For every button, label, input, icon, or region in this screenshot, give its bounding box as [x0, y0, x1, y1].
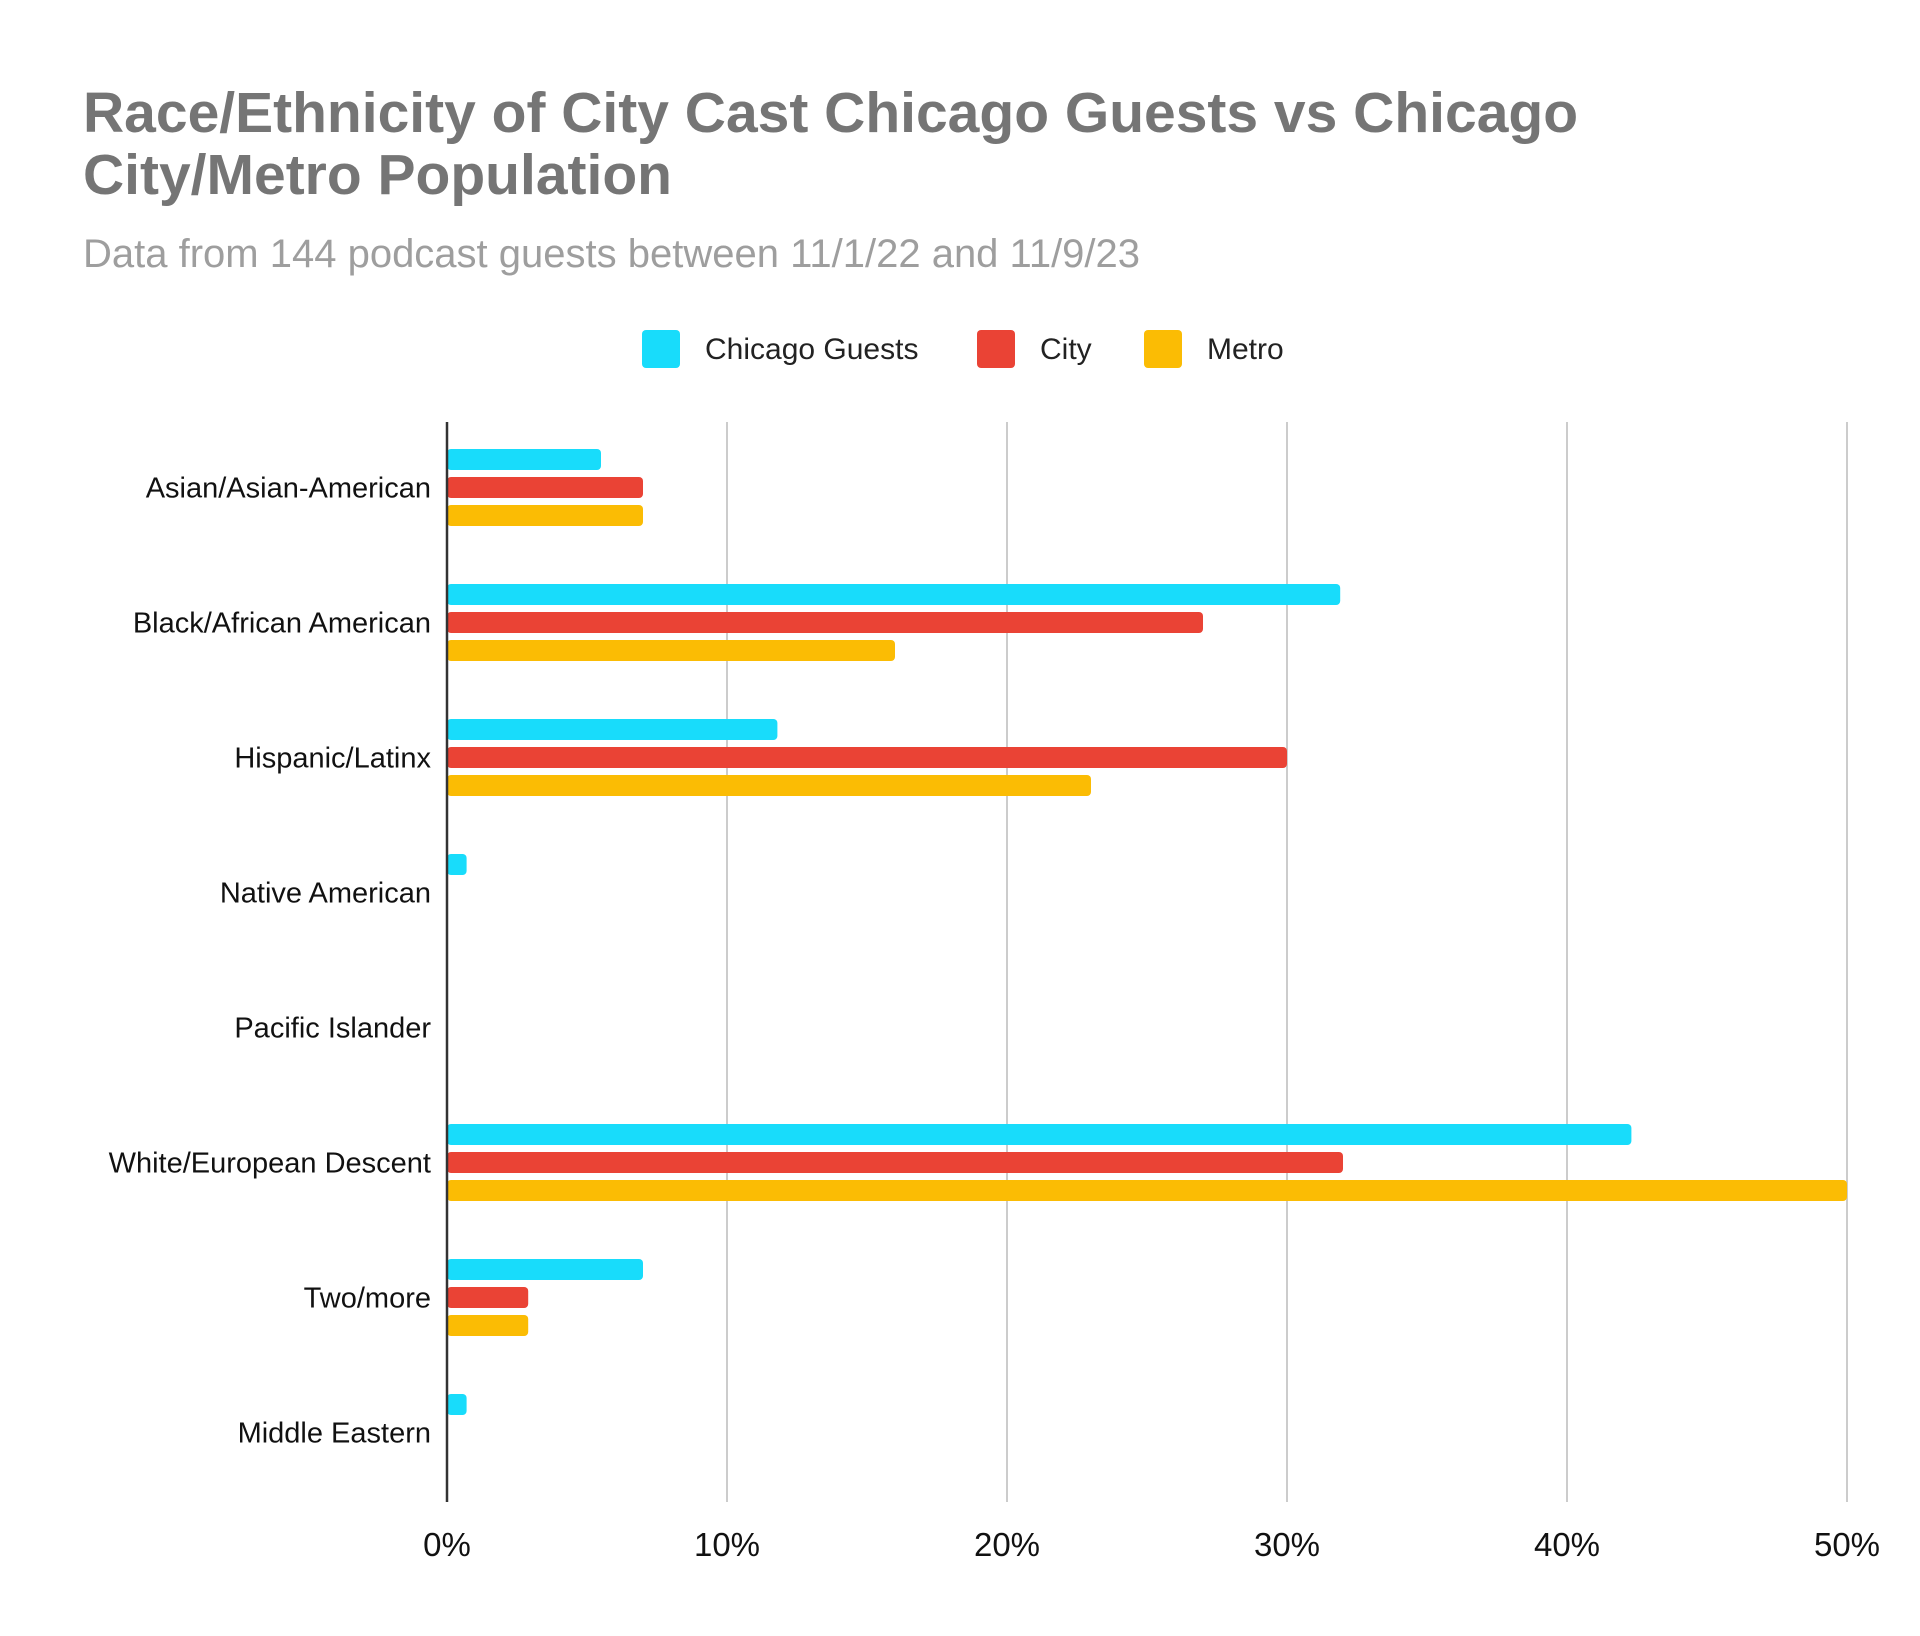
- legend-label: Chicago Guests: [705, 333, 918, 366]
- bar-metro: [447, 1180, 1847, 1201]
- bar-chicago-guests: [447, 719, 778, 740]
- bar-city: [447, 1152, 1343, 1173]
- category-label: Middle Eastern: [238, 1418, 431, 1450]
- bar-city: [447, 477, 643, 498]
- legend-swatch: [977, 330, 1015, 368]
- bar-chicago-guests: [447, 1394, 467, 1415]
- x-tick-label: 30%: [1254, 1526, 1320, 1563]
- legend-swatch: [1144, 330, 1182, 368]
- bar-metro: [447, 1315, 529, 1336]
- category-label: Two/more: [304, 1283, 431, 1315]
- chart-title-line-1: Race/Ethnicity of City Cast Chicago Gues…: [83, 81, 1578, 145]
- bars: [445, 422, 1847, 1502]
- bar-chicago-guests: [447, 1124, 1632, 1145]
- chart-subtitle: Data from 144 podcast guests between 11/…: [83, 232, 1140, 276]
- legend-swatch: [642, 330, 680, 368]
- bar-metro: [447, 775, 1091, 796]
- legend-label: Metro: [1207, 333, 1284, 366]
- bar-metro: [447, 505, 643, 526]
- x-tick-labels: 0% 10% 20% 30% 40% 50%: [423, 1526, 1880, 1563]
- bar-chicago-guests: [447, 449, 601, 470]
- x-tick-label: 0%: [423, 1526, 471, 1563]
- chart-title-line-2: City/Metro Population: [83, 143, 672, 207]
- bar-chicago-guests: [447, 1259, 643, 1280]
- category-label: Native American: [220, 878, 431, 910]
- category-label: White/European Descent: [109, 1148, 431, 1180]
- x-tick-label: 10%: [694, 1526, 760, 1563]
- legend-label: City: [1040, 333, 1092, 366]
- category-label: Asian/Asian-American: [146, 473, 431, 505]
- category-label: Black/African American: [133, 608, 431, 640]
- bar-chicago-guests: [447, 854, 467, 875]
- bar-city: [447, 1287, 529, 1308]
- x-tick-label: 50%: [1814, 1526, 1880, 1563]
- bar-metro: [447, 640, 895, 661]
- bar-city: [447, 612, 1203, 633]
- category-label: Pacific Islander: [234, 1013, 431, 1045]
- x-tick-label: 40%: [1534, 1526, 1600, 1563]
- legend: Chicago Guests City Metro: [642, 330, 1284, 368]
- bar-city: [447, 747, 1287, 768]
- x-tick-label: 20%: [974, 1526, 1040, 1563]
- bar-chicago-guests: [447, 584, 1341, 605]
- category-labels: Asian/Asian-American Black/African Americ…: [109, 473, 432, 1450]
- category-label: Hispanic/Latinx: [234, 743, 431, 775]
